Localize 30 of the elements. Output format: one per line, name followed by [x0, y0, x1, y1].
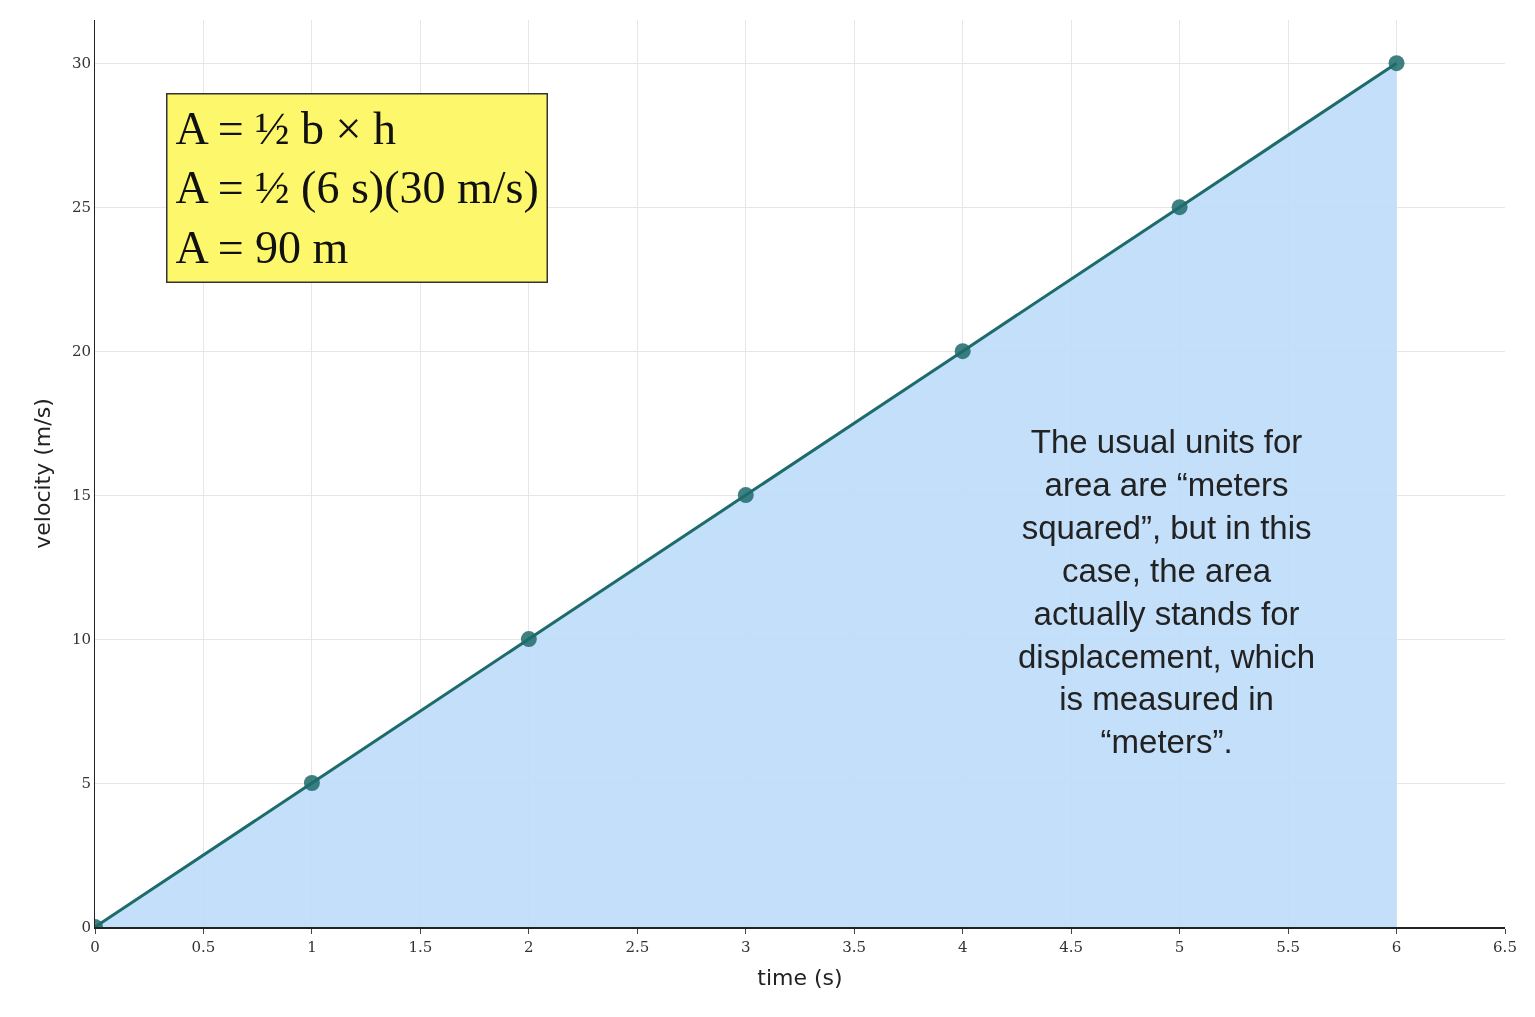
annotation: The usual units for area are “meters squared”, but in this case, the area actually stands for displacement, which is measured in “meters”. — [1018, 423, 1316, 761]
annotation: A = ½ b × h A = ½ (6 s)(30 m/s) A = 90 m — [175, 102, 539, 274]
x-tick-label: 4 — [957, 938, 968, 956]
x-tick-label: 3 — [741, 938, 751, 956]
x-tick-label: 1.5 — [408, 938, 433, 956]
y-tick-label: 30 — [71, 54, 91, 73]
x-tick-label: 6 — [1391, 938, 1402, 956]
y-tick-label: 25 — [71, 198, 91, 217]
y-tick-label: 5 — [81, 774, 91, 793]
x-tick-label: 6.5 — [1493, 938, 1517, 956]
x-tick-label: 1 — [307, 938, 317, 956]
x-tick-label: 0.5 — [191, 938, 216, 956]
point — [954, 343, 971, 360]
x-tick-label: 5 — [1174, 938, 1185, 956]
y-tick-label: 20 — [71, 342, 91, 361]
point — [1171, 199, 1188, 216]
x-tick-label: 3.5 — [842, 938, 867, 956]
x-tick-label: 2.5 — [625, 938, 650, 956]
x-tick-label: 4.5 — [1059, 938, 1084, 956]
point — [737, 487, 754, 504]
y-tick-label: 15 — [71, 486, 91, 505]
point — [520, 631, 537, 648]
x-tick-label: 2 — [524, 938, 534, 956]
point — [303, 775, 320, 792]
y-axis-title: velocity (m/s) — [29, 398, 55, 549]
point — [1388, 55, 1405, 72]
y-tick-label: 0 — [81, 918, 91, 937]
x-tick-label: 5.5 — [1276, 938, 1301, 956]
y-tick-label: 10 — [71, 630, 91, 649]
x-axis-title: time (s) — [757, 965, 843, 991]
